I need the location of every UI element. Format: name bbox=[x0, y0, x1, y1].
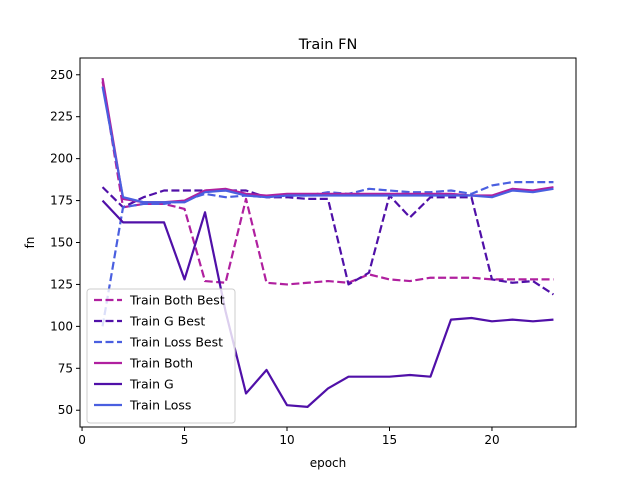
y-tick-label: 200 bbox=[50, 152, 73, 166]
series-line-train-g bbox=[101, 199, 554, 408]
x-axis-label: epoch bbox=[310, 456, 347, 470]
legend-box bbox=[86, 288, 236, 424]
legend-label: Train Loss Best bbox=[129, 335, 223, 350]
legend-label: Train G bbox=[129, 377, 174, 392]
y-axis-label: fn bbox=[23, 237, 37, 249]
x-tick-label: 0 bbox=[78, 433, 86, 447]
y-tick-label: 175 bbox=[50, 194, 73, 208]
x-axis-ticks: 0 5 10 15 20 bbox=[78, 427, 500, 447]
y-tick-label: 225 bbox=[50, 110, 73, 124]
x-tick-label: 20 bbox=[484, 433, 499, 447]
series-line-train-both-best bbox=[101, 81, 554, 286]
y-tick-label: 50 bbox=[58, 403, 73, 417]
y-tick-label: 150 bbox=[50, 236, 73, 250]
y-tick-label: 75 bbox=[58, 361, 73, 375]
series-line-train-g-best bbox=[101, 186, 555, 296]
y-tick-label: 100 bbox=[50, 319, 73, 333]
plot-lines bbox=[101, 77, 555, 408]
legend: Train Both Best Train G Best Train Loss Be… bbox=[86, 288, 236, 424]
y-axis-ticks: 50 75 100 125 150 175 200 225 250 bbox=[50, 68, 80, 417]
legend-label: Train G Best bbox=[129, 314, 205, 329]
x-tick-label: 10 bbox=[279, 433, 294, 447]
x-tick-label: 15 bbox=[382, 433, 397, 447]
legend-label: Train Both Best bbox=[129, 293, 225, 308]
series-line-train-both bbox=[101, 77, 554, 204]
legend-label: Train Loss bbox=[129, 398, 191, 413]
chart-title: Train FN bbox=[298, 37, 358, 53]
y-tick-label: 250 bbox=[50, 68, 73, 82]
y-tick-label: 125 bbox=[50, 277, 73, 291]
legend-label: Train Both bbox=[129, 356, 193, 371]
series-line-train-loss bbox=[101, 86, 554, 204]
x-tick-label: 5 bbox=[181, 433, 189, 447]
